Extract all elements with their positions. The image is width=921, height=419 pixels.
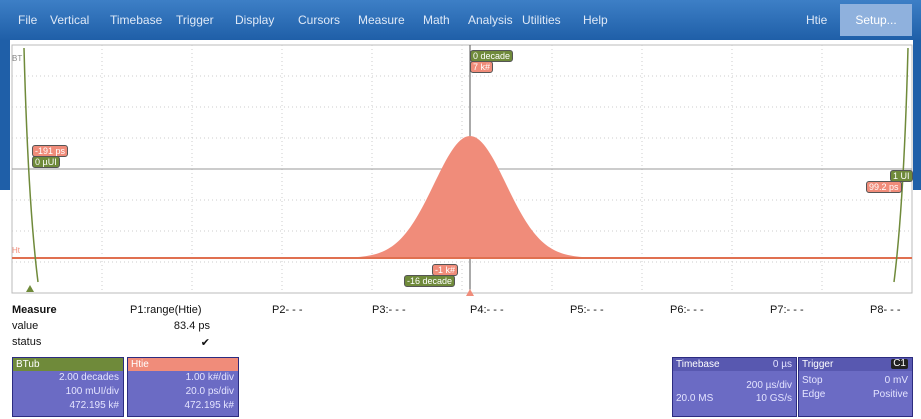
box-line: 472.195 k#	[184, 400, 235, 411]
bathtub-left	[23, 47, 39, 283]
box-value: Edge	[802, 389, 826, 400]
box-value: 0 mV	[884, 375, 908, 386]
box-title: Trigger	[802, 359, 834, 370]
marker	[26, 285, 34, 292]
menu-item[interactable]: Trigger	[176, 13, 214, 27]
menu-item[interactable]: Timebase	[110, 13, 163, 27]
menu-item[interactable]: Htie	[806, 13, 828, 27]
menu-item[interactable]: Measure	[358, 13, 405, 27]
box-line: 200 µs/div	[746, 380, 792, 391]
box-line: 100 mUI/div	[65, 386, 119, 397]
measure-header[interactable]: P3:- - -	[372, 304, 406, 316]
box-line: 2.00 decades	[58, 372, 119, 383]
box-title: Timebase	[676, 359, 720, 370]
box-title: Timebase 0 µs	[673, 358, 796, 371]
box-line: 1.00 k#/div	[185, 372, 234, 383]
timebase-box[interactable]: Timebase 0 µs 200 µs/div 20.0 MS 10 GS/s	[672, 357, 797, 417]
box-value: 20.0 MS	[676, 393, 714, 404]
menu-bar	[0, 0, 921, 40]
measure-cell: 83.4 ps	[173, 320, 210, 332]
plot-area	[11, 44, 913, 296]
measure-header[interactable]: P7:- - -	[770, 304, 804, 316]
cursor-label: 0 µUI	[32, 156, 60, 168]
box-title: BTub	[13, 358, 123, 371]
menu-item[interactable]: Help	[583, 13, 608, 27]
measure-header[interactable]: P2- - -	[272, 304, 303, 316]
measure-cell: ✔	[200, 337, 210, 349]
menu-item[interactable]: Cursors	[298, 13, 341, 27]
box-line: 20.0 ps/div	[185, 386, 234, 397]
cursor-label: 7 k#	[470, 61, 494, 73]
cursor-label: 99.2 ps	[866, 181, 902, 193]
measure-header[interactable]: P1:range(Htie)	[130, 304, 202, 316]
row-label: value	[12, 320, 39, 332]
trigger-box[interactable]: Trigger C1 Stop 0 mV Edge Positive	[798, 357, 913, 417]
htie-box[interactable]: Htie 1.00 k#/div 20.0 ps/div 472.195 k#	[127, 357, 239, 417]
box-value: 0 µs	[772, 359, 792, 370]
box-value: 10 GS/s	[755, 393, 792, 404]
box-title: Htie	[128, 358, 238, 371]
box-title: Trigger C1	[799, 358, 912, 371]
menu-item[interactable]: Utilities	[522, 13, 561, 27]
frame	[0, 40, 10, 190]
setup-button[interactable]: Setup...	[840, 4, 912, 36]
measure-header[interactable]: P6:- - -	[670, 304, 704, 316]
histogram	[350, 136, 590, 258]
menu-item[interactable]: Math	[423, 13, 450, 27]
btub-box[interactable]: BTub 2.00 decades 100 mUI/div 472.195 k#	[12, 357, 124, 417]
row-label: status	[12, 336, 42, 348]
measure-header[interactable]: P4:- - -	[470, 304, 504, 316]
trace-label: Ht	[12, 246, 20, 255]
box-value: Stop	[802, 375, 823, 386]
marker	[466, 289, 474, 296]
measure-header[interactable]: P8- - -	[870, 304, 901, 316]
box-value: Positive	[872, 389, 908, 400]
measure-header: Measure	[12, 304, 57, 316]
frame	[913, 40, 921, 190]
channel-badge: C1	[891, 358, 908, 369]
cursor-label: -16 decade	[404, 275, 456, 287]
box-line: 472.195 k#	[69, 400, 120, 411]
bathtub-right	[893, 47, 909, 283]
menu-item[interactable]: Display	[235, 13, 275, 27]
trace-label: BT	[12, 54, 23, 63]
menu-item[interactable]: File	[18, 13, 38, 27]
menu-item[interactable]: Analysis	[468, 13, 513, 27]
measure-header[interactable]: P5:- - -	[570, 304, 604, 316]
menu-item[interactable]: Vertical	[50, 13, 90, 27]
